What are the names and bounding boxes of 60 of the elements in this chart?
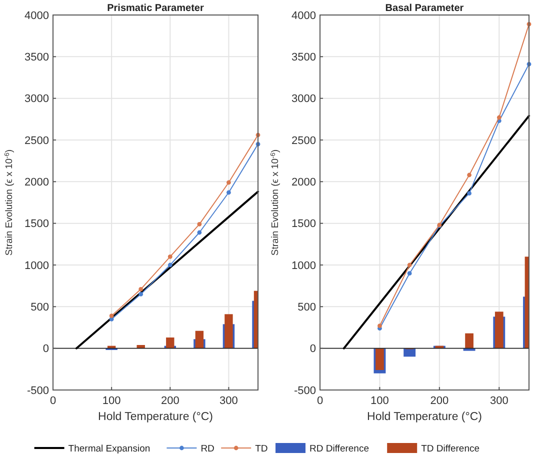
y-tick-label: 2000 <box>292 176 316 189</box>
y-tick-label: 4000 <box>292 10 316 22</box>
x-tick-label: 200 <box>430 395 449 407</box>
y-tick-label: 1500 <box>292 218 316 230</box>
y-tick-label: 3500 <box>292 52 316 64</box>
y-tick-label: 500 <box>30 302 49 314</box>
bar <box>404 348 416 357</box>
x-tick-label: 300 <box>220 395 238 407</box>
bar <box>465 333 474 348</box>
bar <box>494 312 504 348</box>
bar <box>463 348 476 351</box>
y-tick-label: 1000 <box>292 260 316 272</box>
point <box>496 115 502 120</box>
bar <box>166 338 174 348</box>
y-tick-label: -500 <box>294 384 316 397</box>
point <box>407 271 412 276</box>
chart-title: Prismatic Parameter <box>107 3 204 14</box>
legend-label: TD Difference <box>421 443 480 454</box>
point <box>407 262 412 268</box>
point <box>197 230 202 235</box>
bar <box>376 348 384 370</box>
point <box>226 190 231 195</box>
y-tick-label: 0 <box>310 343 316 356</box>
chart-title: Basal Parameter <box>385 3 464 14</box>
point <box>109 314 114 318</box>
legend-label: TD <box>255 443 268 454</box>
y-tick-label: 500 <box>298 302 316 314</box>
point <box>138 292 144 296</box>
x-tick-label: 200 <box>160 395 180 407</box>
point <box>197 222 202 226</box>
x-tick-label: 300 <box>490 395 508 407</box>
y-tick-label: -500 <box>26 384 49 397</box>
y-tick-label: 1500 <box>24 218 49 230</box>
x-axis-title: Hold Temperature (°C) <box>98 411 214 423</box>
point <box>467 172 472 178</box>
legend-label: RD <box>200 443 215 454</box>
point <box>467 191 472 196</box>
x-tick-label: 0 <box>50 395 56 407</box>
y-tick-label: 1000 <box>24 260 49 272</box>
legend-label: Thermal Expansion <box>68 443 150 454</box>
y-tick-label: 3000 <box>24 93 49 106</box>
x-tick-label: 100 <box>102 395 121 407</box>
y-tick-label: 2500 <box>24 134 49 147</box>
point <box>138 286 144 292</box>
y-tick-label: 4000 <box>24 10 49 22</box>
y-tick-label: 2000 <box>24 176 49 189</box>
point <box>168 262 172 268</box>
legend-label: RD Difference <box>310 443 369 454</box>
y-tick-label: 3500 <box>24 52 49 64</box>
x-axis-title: Hold Temperature (°C) <box>367 411 482 423</box>
y-tick-label: 3000 <box>292 93 316 106</box>
point <box>168 254 172 259</box>
point <box>226 180 231 185</box>
bar <box>195 330 204 348</box>
point <box>378 324 382 328</box>
x-tick-label: 100 <box>370 395 389 407</box>
y-tick-label: 2500 <box>292 134 316 147</box>
x-tick-label: 0 <box>316 395 324 407</box>
bar <box>224 314 233 348</box>
y-tick-label: 0 <box>42 343 49 356</box>
